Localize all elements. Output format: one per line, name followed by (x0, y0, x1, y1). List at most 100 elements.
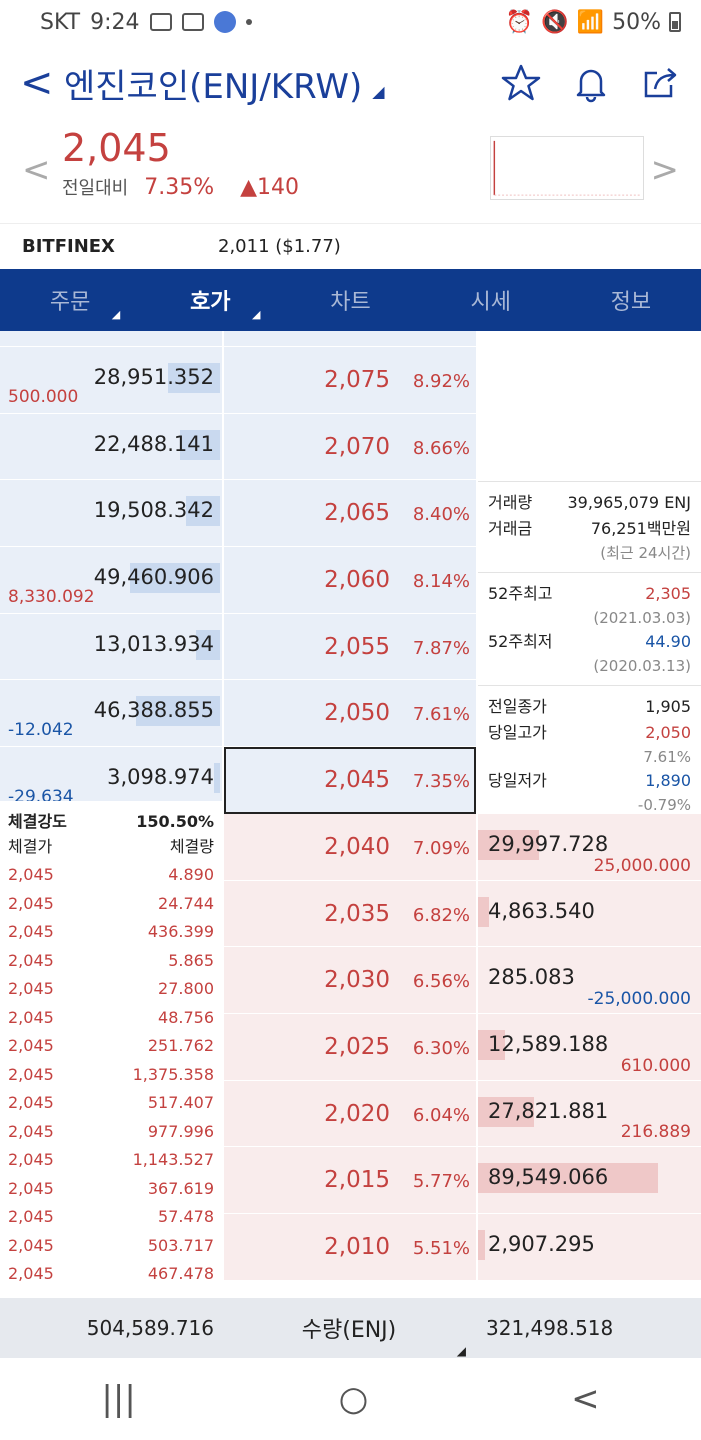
trade-row: 2,045 27.800 (8, 975, 214, 1004)
mini-price-chart[interactable] (490, 136, 644, 200)
bid-price-row[interactable]: 2,035 6.82% (224, 880, 476, 948)
bid-volume-bar (478, 896, 490, 927)
ask-percent: 8.14% (412, 571, 470, 593)
ask-row[interactable]: 13,013.934 (0, 613, 222, 681)
star-icon[interactable] (501, 63, 541, 103)
trade-qty: 1,375.358 (132, 1064, 214, 1084)
ask-row[interactable]: 28,951.352 500.000 (0, 347, 222, 414)
ask-row[interactable]: 19,508.342 (0, 480, 222, 548)
prev-close-label: 전일종가 (488, 697, 547, 716)
ask-price-row[interactable]: 2,065 8.40% (224, 480, 476, 548)
bid-quantity: 285.083 (488, 965, 575, 990)
ask-volume-bar (130, 563, 220, 594)
bid-total: 321,498.518 (486, 1316, 614, 1340)
bid-price-row[interactable]: 2,025 6.30% (224, 1013, 476, 1081)
unit-selector[interactable]: 수량(ENJ) ◢ (301, 1318, 466, 1358)
day-low-label: 당일저가 (488, 771, 547, 790)
ask-volume-bar (136, 696, 220, 727)
tab-chart[interactable]: 차트 (330, 290, 371, 315)
tab-order[interactable]: 주문 ◢ (49, 290, 121, 321)
amount-label: 거래금 (488, 519, 533, 538)
tab-orderbook[interactable]: 호가 ◢ (190, 290, 261, 321)
bid-volume-bar (478, 1163, 658, 1194)
bid-percent: 6.56% (412, 971, 470, 993)
trade-history: 체결강도 150.50% 체결가 체결량 2,045 4.890 2,045 24.7… (0, 801, 222, 1298)
tab-order-caret-icon: ◢ (111, 308, 121, 321)
trade-row: 2,045 436.399 (8, 918, 214, 947)
bid-price: 2,020 (324, 1100, 390, 1127)
back-button[interactable]: < (20, 60, 54, 106)
trade-row: 2,045 1,375.358 (8, 1061, 214, 1090)
bid-percent: 6.04% (412, 1104, 470, 1126)
current-price-row[interactable]: 2,045 7.35% (224, 747, 476, 814)
bid-price-row[interactable]: 2,010 5.51% (224, 1213, 476, 1281)
android-nav-bar: ||| ○ < (0, 1358, 701, 1440)
home-button[interactable]: ○ (338, 1379, 369, 1419)
bid-price-row[interactable]: 2,015 5.77% (224, 1147, 476, 1214)
bell-icon[interactable] (571, 63, 611, 103)
ask-row[interactable]: 49,460.906 8,330.092 (0, 547, 222, 614)
trade-row: 2,045 48.756 (8, 1004, 214, 1033)
tab-bar: 주문 ◢ 호가 ◢ 차트 시세 정보 (0, 269, 701, 331)
daily-info: 전일종가 1,905 당일고가 2,050 7.61% 당일저가 1,890 -0.7… (478, 685, 701, 824)
prev-coin-arrow[interactable]: < (22, 150, 51, 190)
volume-period: (최근 24시간) (600, 544, 691, 562)
ask-price-row[interactable]: 2,070 8.66% (224, 413, 476, 481)
bid-price-row[interactable]: 2,030 6.56% (224, 947, 476, 1014)
bid-row[interactable]: 2,907.295 (478, 1214, 701, 1281)
trade-list: 2,045 4.890 2,045 24.744 2,045 436.399 2,045 5.… (8, 861, 214, 1289)
ask-price-row[interactable]: 2,075 8.92% (224, 347, 476, 414)
tab-market-price[interactable]: 시세 (470, 290, 511, 315)
bid-row[interactable]: 12,589.188 610.000 (478, 1013, 701, 1081)
price-summary: < 2,045 전일대비 7.35% ▲140 > (0, 120, 701, 220)
bid-price-row[interactable]: 2,040 7.09% (224, 813, 476, 881)
bid-row[interactable]: 29,997.728 25,000.000 (478, 813, 701, 881)
bid-row[interactable]: 4,863.540 (478, 880, 701, 948)
ask-price: 2,065 (324, 500, 390, 527)
bid-quantity: 89,549.066 (488, 1165, 609, 1190)
coffee-icon (181, 13, 204, 31)
title-dropdown-icon[interactable]: ◢ (372, 81, 385, 101)
alarm-icon: ⏰ (505, 9, 534, 35)
high52-label: 52주최고 (488, 584, 553, 603)
share-icon[interactable] (641, 63, 681, 103)
more-dot-icon (245, 19, 252, 25)
bid-row[interactable]: 89,549.066 (478, 1147, 701, 1215)
ask-percent: 8.66% (412, 437, 470, 459)
ask-price: 2,060 (324, 567, 390, 594)
trade-price: 2,045 (8, 893, 54, 913)
ask-price: 2,055 (324, 633, 390, 660)
trade-price-header: 체결가 (8, 837, 53, 856)
volume-info: 거래량 39,965,079 ENJ 거래금 76,251백만원 (최근 24시간) (478, 481, 701, 572)
bid-change: -25,000.000 (587, 988, 691, 1009)
bid-percent: 6.82% (412, 904, 470, 926)
price-column: 2,075 8.92% 2,070 8.66% 2,065 8.40% 2,060 8.14%… (224, 331, 476, 1298)
bid-volume-bar (478, 1029, 505, 1060)
ask-row[interactable]: 46,388.855 -12.042 (0, 680, 222, 748)
bid-price: 2,030 (324, 967, 390, 994)
ask-price-row[interactable]: 2,055 7.87% (224, 613, 476, 681)
tab-orderbook-caret-icon: ◢ (251, 308, 261, 321)
bid-price-row[interactable]: 2,020 6.04% (224, 1080, 476, 1148)
amount-value: 76,251백만원 (590, 519, 691, 538)
unit-caret-icon: ◢ (456, 1344, 466, 1358)
ask-percent: 7.35% (412, 771, 470, 793)
bid-row[interactable]: 27,821.881 216.889 (478, 1080, 701, 1148)
ask-quantity: 28,951.352 (93, 365, 214, 389)
trade-price: 2,045 (8, 1036, 54, 1055)
trade-qty: 48.756 (158, 1007, 214, 1027)
tab-info[interactable]: 정보 (610, 290, 652, 315)
ask-price-row[interactable]: 2,060 8.14% (224, 547, 476, 614)
system-back-button[interactable]: < (571, 1379, 600, 1419)
bid-row[interactable]: 285.083 -25,000.000 (478, 947, 701, 1014)
trade-row: 2,045 517.407 (8, 1089, 214, 1118)
next-coin-arrow[interactable]: > (650, 150, 680, 190)
ask-row[interactable]: 22,488.141 (0, 413, 222, 481)
low52-date: (2020.03.13) (593, 657, 691, 675)
week52-info: 52주최고 2,305 (2021.03.03) 52주최저 44.90 (2020… (478, 572, 701, 685)
ask-total: 504,589.716 (86, 1316, 214, 1340)
coin-title[interactable]: 엔진코인(ENJ/KRW) (64, 66, 363, 107)
bid-percent: 5.77% (412, 1171, 470, 1193)
ask-price-row[interactable]: 2,050 7.61% (224, 680, 476, 748)
recent-apps-button[interactable]: ||| (101, 1379, 136, 1419)
